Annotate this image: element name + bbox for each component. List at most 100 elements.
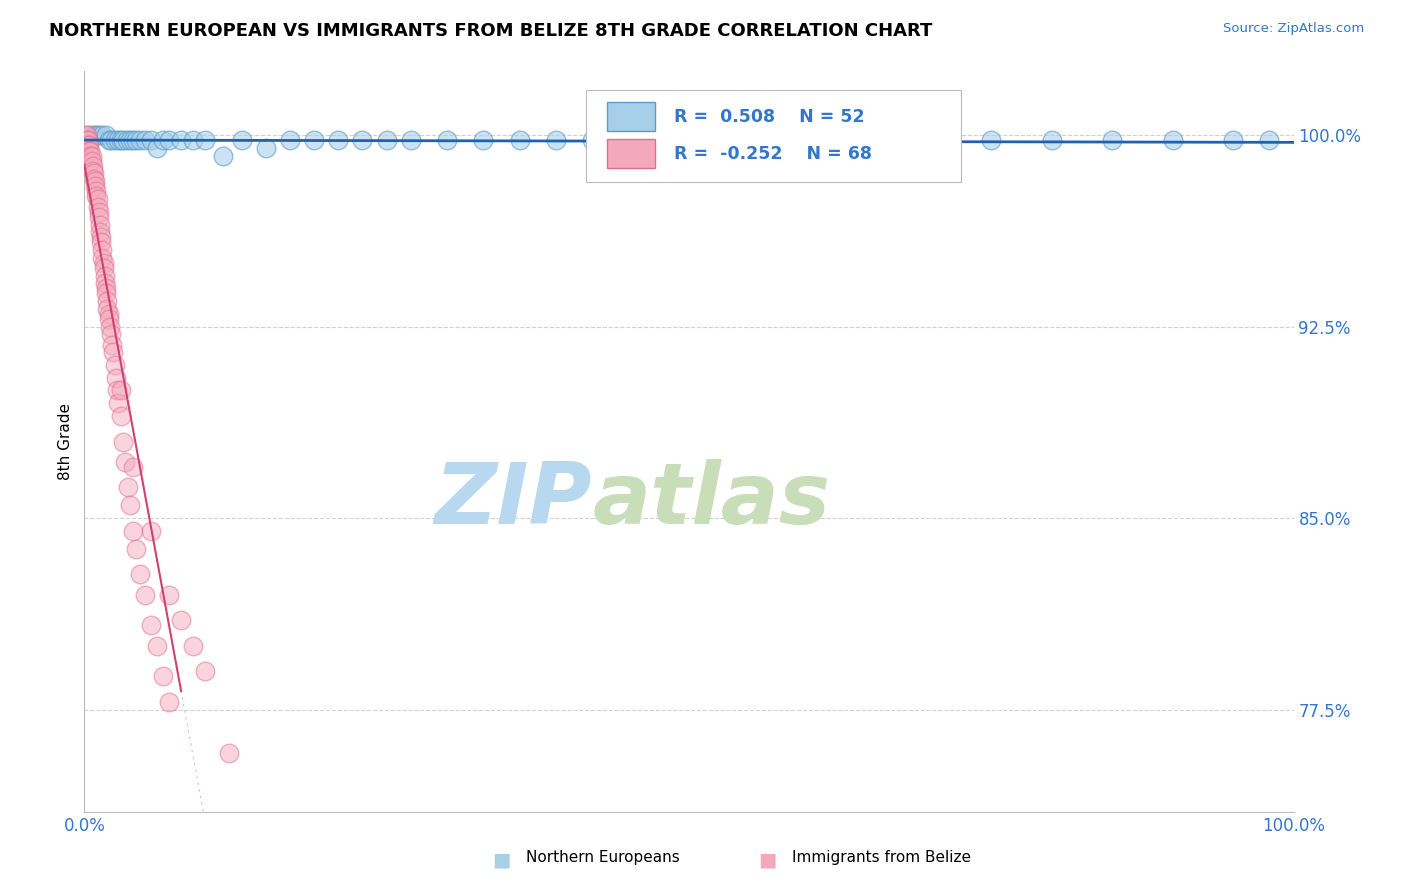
Point (302, 133, 325, 147)
Point (104, 370, 127, 384)
Point (103, 345, 125, 359)
Text: NORTHERN EUROPEAN VS IMMIGRANTS FROM BELIZE 8TH GRADE CORRELATION CHART: NORTHERN EUROPEAN VS IMMIGRANTS FROM BEL… (49, 22, 932, 40)
Point (472, 133, 495, 147)
Point (121, 133, 143, 147)
Text: Immigrants from Belize: Immigrants from Belize (792, 850, 970, 865)
Point (97, 133, 120, 147)
Point (1258, 133, 1281, 147)
FancyBboxPatch shape (586, 90, 962, 183)
Text: Source: ZipAtlas.com: Source: ZipAtlas.com (1223, 22, 1364, 36)
Point (1161, 133, 1184, 147)
Point (170, 133, 193, 147)
Point (89, 218, 111, 232)
Point (98, 319, 121, 334)
Point (90, 235, 112, 250)
Point (654, 133, 676, 147)
Text: Northern Europeans: Northern Europeans (526, 850, 679, 865)
Point (112, 434, 135, 449)
Point (194, 133, 217, 147)
Point (96, 294, 118, 309)
Point (110, 384, 132, 398)
Point (617, 133, 640, 147)
Point (375, 133, 398, 147)
Point (181, 639, 204, 653)
Point (86, 200, 108, 214)
Point (80, 153, 103, 168)
Point (1222, 133, 1244, 147)
Point (218, 746, 240, 760)
Point (87, 128, 110, 143)
Text: atlas: atlas (592, 459, 831, 542)
Point (97, 307, 120, 321)
Point (84, 174, 107, 188)
Point (751, 133, 773, 147)
Point (79, 128, 101, 143)
Point (139, 524, 162, 538)
Point (93, 260, 115, 275)
Point (104, 358, 127, 372)
Point (76, 128, 98, 143)
Point (93, 256, 115, 270)
Bar (607, 139, 655, 168)
Point (96, 301, 118, 316)
Point (152, 669, 174, 683)
Point (129, 133, 152, 147)
Point (101, 337, 124, 351)
Point (134, 133, 156, 147)
Point (91, 251, 114, 265)
Point (86, 192, 108, 206)
Point (278, 133, 301, 147)
Point (509, 133, 531, 147)
Point (110, 133, 132, 147)
Point (94, 128, 117, 143)
Point (799, 153, 821, 168)
Point (436, 133, 458, 147)
Point (352, 133, 374, 147)
Point (107, 396, 129, 410)
Point (152, 133, 174, 147)
Point (117, 481, 139, 495)
Point (121, 524, 143, 538)
Text: R =  0.508    N = 52: R = 0.508 N = 52 (675, 108, 865, 126)
Point (399, 133, 422, 147)
Point (328, 133, 350, 147)
Point (94, 268, 117, 283)
Point (104, 133, 127, 147)
Point (1101, 133, 1123, 147)
Point (114, 455, 136, 469)
Point (157, 588, 180, 602)
Point (115, 133, 138, 147)
Point (139, 618, 162, 632)
Point (254, 141, 277, 155)
Point (194, 665, 217, 679)
Point (146, 141, 169, 155)
Point (83, 171, 105, 186)
Point (170, 613, 193, 627)
Text: ZIP: ZIP (434, 459, 592, 542)
Point (90, 230, 112, 244)
Point (120, 499, 142, 513)
Point (83, 166, 105, 180)
Point (79, 148, 101, 162)
Point (84, 179, 107, 194)
Point (105, 384, 128, 398)
Point (94, 286, 117, 301)
Point (94, 277, 117, 291)
Point (86, 185, 108, 199)
Point (82, 159, 104, 173)
Point (75, 128, 97, 143)
Point (100, 327, 122, 342)
Point (77, 133, 100, 147)
Point (91, 128, 114, 143)
Point (76, 133, 98, 147)
Point (212, 148, 235, 162)
Point (94, 281, 117, 295)
Point (107, 133, 129, 147)
Bar (607, 103, 655, 130)
Point (79, 144, 101, 158)
Point (110, 409, 132, 423)
Point (702, 133, 724, 147)
Text: ■: ■ (758, 850, 776, 869)
Point (120, 133, 142, 147)
Text: R =  -0.252    N = 68: R = -0.252 N = 68 (675, 145, 873, 162)
